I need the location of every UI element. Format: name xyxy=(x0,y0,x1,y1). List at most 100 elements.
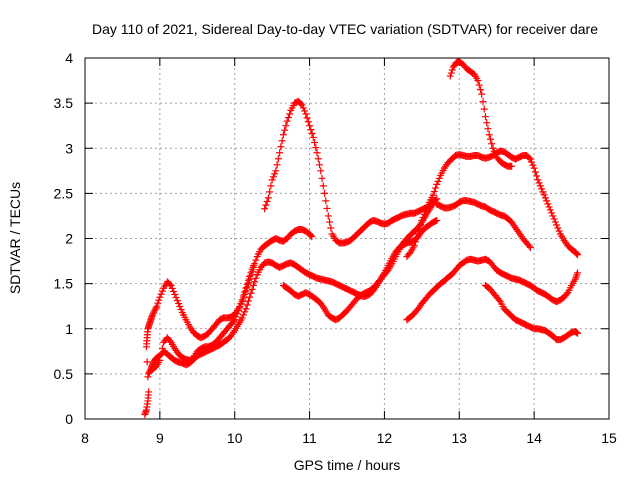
data-point xyxy=(145,370,153,378)
data-point xyxy=(319,182,327,190)
data-point xyxy=(307,126,315,134)
data-point xyxy=(276,149,284,157)
x-tick-label: 14 xyxy=(526,430,542,446)
data-point xyxy=(279,131,287,139)
data-point xyxy=(248,285,256,293)
data-point xyxy=(247,269,255,277)
data-point xyxy=(158,344,166,352)
data-point xyxy=(284,114,292,122)
data-point xyxy=(155,296,163,304)
data-point xyxy=(239,292,247,300)
data-point xyxy=(271,170,279,178)
data-point xyxy=(247,289,255,297)
series-low-branch xyxy=(279,216,441,324)
data-point xyxy=(267,182,275,190)
data-point xyxy=(251,278,259,286)
data-point xyxy=(167,281,175,289)
data-point xyxy=(238,314,246,322)
data-point xyxy=(243,301,251,309)
series-early-branch-a xyxy=(141,225,316,418)
data-point xyxy=(321,189,329,197)
data-point xyxy=(418,216,426,224)
data-point xyxy=(508,162,516,170)
data-point xyxy=(241,308,249,316)
data-point xyxy=(262,201,270,209)
data-point xyxy=(299,104,307,112)
data-point xyxy=(526,244,534,252)
data-point xyxy=(234,307,242,315)
data-points xyxy=(141,58,582,418)
data-point xyxy=(415,225,423,233)
data-point xyxy=(479,98,487,106)
data-point xyxy=(478,90,486,98)
data-point xyxy=(489,144,497,152)
data-point xyxy=(549,212,557,220)
data-point xyxy=(326,218,334,226)
grid xyxy=(85,58,609,419)
data-point xyxy=(324,212,332,220)
data-point xyxy=(304,118,312,126)
series-peak-branch xyxy=(446,58,516,170)
data-point xyxy=(550,215,558,223)
y-tick-label: 2.5 xyxy=(54,185,74,201)
data-point xyxy=(495,296,503,304)
data-point xyxy=(166,337,174,345)
data-point xyxy=(543,197,551,205)
data-point xyxy=(148,311,156,319)
data-point xyxy=(249,262,257,270)
data-point xyxy=(152,304,160,312)
data-point xyxy=(551,218,559,226)
data-point xyxy=(154,299,162,307)
series-lowest-branch xyxy=(481,281,582,344)
data-point xyxy=(525,154,533,162)
data-point xyxy=(297,100,305,108)
data-point xyxy=(447,69,455,77)
data-point xyxy=(546,206,554,214)
data-point xyxy=(173,296,181,304)
data-point xyxy=(530,164,538,172)
chart-title: Day 110 of 2021, Sidereal Day-to-day VTE… xyxy=(92,21,598,37)
data-point xyxy=(246,293,254,301)
data-point xyxy=(144,373,152,381)
data-point xyxy=(168,284,176,292)
data-point xyxy=(232,313,240,321)
data-point xyxy=(563,290,571,298)
data-point xyxy=(157,350,165,358)
data-point xyxy=(412,238,420,246)
data-point xyxy=(151,307,159,315)
y-tick-label: 1.5 xyxy=(54,276,74,292)
data-point xyxy=(282,122,290,130)
data-point xyxy=(481,113,489,121)
y-tick-label: 4 xyxy=(65,50,73,66)
data-point xyxy=(272,167,280,175)
data-point xyxy=(277,143,285,151)
data-point xyxy=(435,174,443,182)
data-point xyxy=(249,281,257,289)
data-point xyxy=(244,297,252,305)
data-point xyxy=(308,233,316,241)
data-point xyxy=(434,177,442,185)
y-tick-label: 3 xyxy=(65,140,73,156)
data-point xyxy=(264,194,272,202)
data-point xyxy=(545,203,553,211)
y-tick-label: 0 xyxy=(65,411,73,427)
data-point xyxy=(233,310,241,318)
data-point xyxy=(429,191,437,199)
x-tick-label: 15 xyxy=(601,430,617,446)
data-point xyxy=(171,290,179,298)
data-point xyxy=(554,224,562,232)
data-point xyxy=(484,125,492,133)
data-point xyxy=(573,329,581,337)
data-point xyxy=(476,86,484,94)
data-point xyxy=(548,209,556,217)
data-point xyxy=(231,316,239,324)
data-point xyxy=(172,293,180,301)
data-point xyxy=(323,204,331,212)
data-point xyxy=(375,277,383,285)
data-point xyxy=(313,149,321,157)
data-point xyxy=(266,188,274,196)
data-point xyxy=(573,250,581,258)
data-point xyxy=(432,184,440,192)
data-point xyxy=(273,161,281,169)
